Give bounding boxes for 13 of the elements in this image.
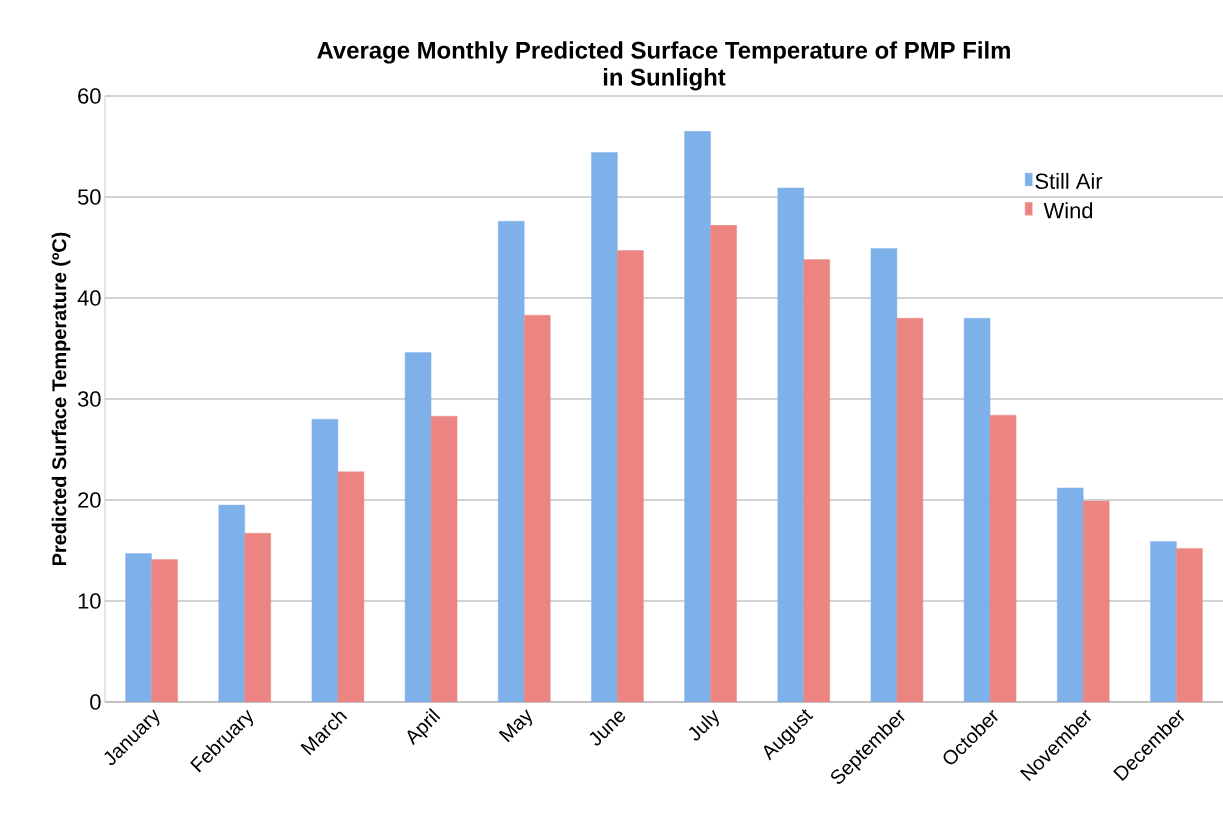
x-tick-label: May — [498, 709, 533, 743]
chart-title: Average Monthly Predicted Surface Temperature of PMP Film in Sunlight — [317, 41, 1010, 91]
y-tick-label: 0 — [90, 694, 101, 710]
x-tick-label: July — [688, 709, 719, 741]
y-tick-label: 30 — [77, 391, 101, 407]
y-tick-label: 40 — [77, 290, 101, 306]
y-tick-label: 50 — [77, 189, 101, 205]
y-tick-label: 20 — [78, 492, 101, 508]
legend-label: Still Air — [1035, 172, 1103, 189]
y-tick-label: 60 — [78, 88, 101, 104]
y-tick-label: 10 — [78, 593, 101, 609]
legend-label: Wind — [1043, 202, 1093, 219]
y-axis-title: Predicted Surface Temperature (ºC) — [51, 232, 71, 565]
